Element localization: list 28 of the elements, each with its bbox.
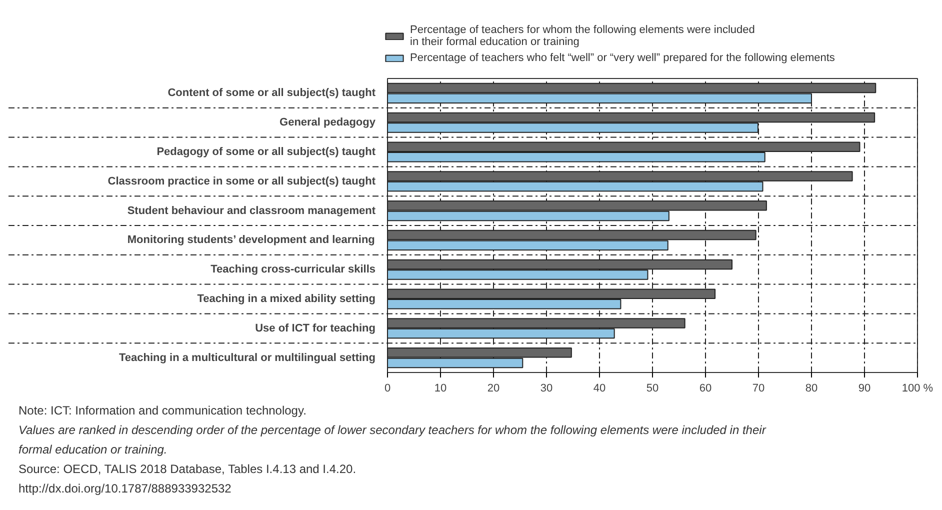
y-tick-label: Use of ICT for teaching	[255, 322, 376, 334]
y-tick-label: Teaching in a mixed ability setting	[197, 293, 376, 305]
y-tick-label: Monitoring students’ development and learning	[127, 234, 375, 246]
x-tick-label: 50	[646, 382, 659, 394]
text: formal education or training.	[18, 442, 168, 456]
legend-label: Percentage of teachers who felt “well” or “very well” prepared for the following elements	[410, 52, 835, 64]
y-tick-label: General pedagogy	[280, 116, 376, 129]
x-tick-label: 30	[540, 382, 553, 394]
y-tick-label: Student behaviour and classroom management	[127, 204, 376, 217]
x-tick-label: 100 %	[902, 382, 934, 394]
source-note: Source: OECD, TALIS 2018 Database, Tables I.4.13 and I.4.20.	[18, 462, 356, 476]
text: Note: ICT: Information and communication technology.	[18, 404, 306, 418]
x-tick-label: 0	[384, 382, 391, 394]
x-tick-label: 90	[858, 382, 871, 394]
y-tick-label: Content of some or all subject(s) taught	[168, 87, 376, 100]
x-tick-label: 60	[699, 382, 712, 394]
x-tick-label: 20	[487, 382, 500, 394]
text: http://dx.doi.org/10.1787/888933932532	[18, 482, 232, 496]
y-tick-label: Classroom practice in some or all subject(s) taught	[108, 175, 376, 188]
text: Values are ranked in descending order of the percentage of lower secondary teachers for whom the following elements were included in their	[18, 423, 767, 437]
x-tick-label: 10	[434, 382, 447, 394]
legend-label: Percentage of teachers for whom the following elements were included in their formal education or training	[410, 24, 755, 48]
x-tick-label: 70	[752, 382, 765, 394]
y-tick-label: Teaching in a multicultural or multilingual setting	[119, 352, 376, 364]
x-tick-label: 40	[593, 382, 606, 394]
y-tick-label: Teaching cross-curricular skills	[210, 264, 376, 276]
y-tick-label: Pedagogy of some or all subject(s) taught	[156, 146, 376, 158]
x-tick-label: 80	[805, 382, 818, 394]
